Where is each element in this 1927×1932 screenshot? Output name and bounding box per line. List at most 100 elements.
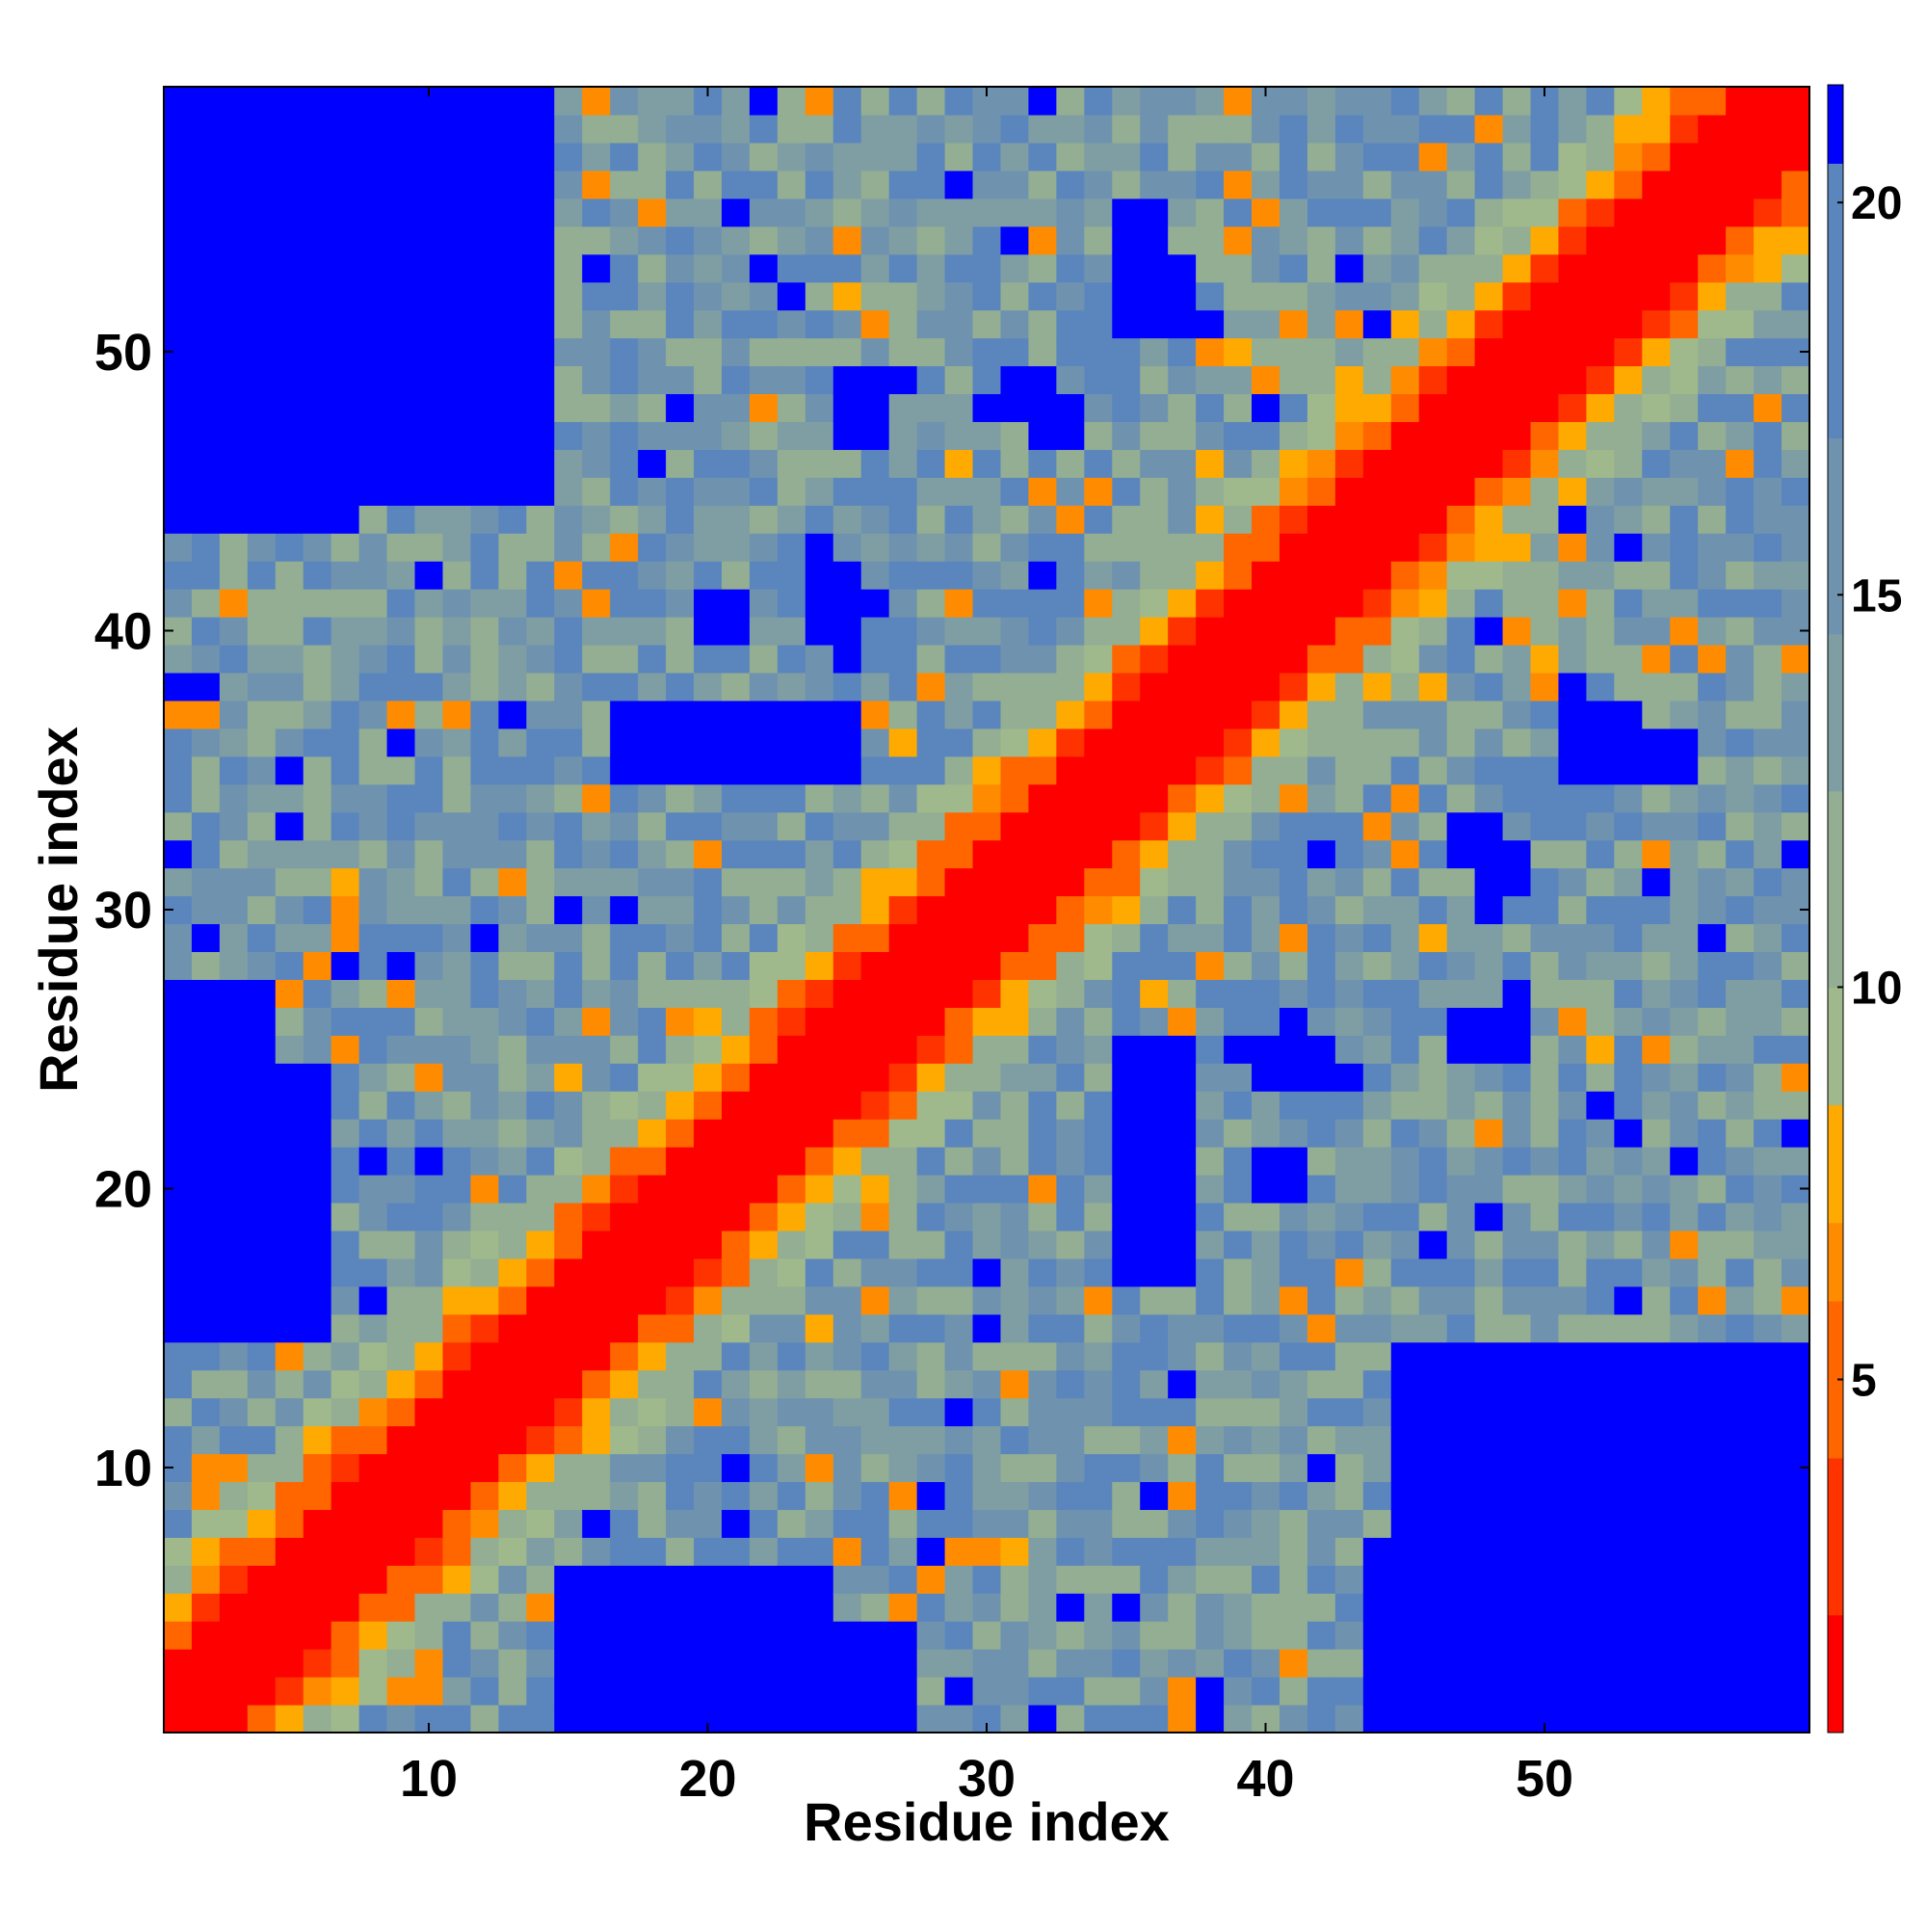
heatmap-cell: [777, 1119, 806, 1148]
heatmap-cell: [1418, 1147, 1448, 1176]
heatmap-cell: [1028, 337, 1057, 367]
heatmap-cell: [1446, 309, 1476, 339]
heatmap-cell: [694, 253, 723, 283]
heatmap-cell: [1698, 421, 1727, 450]
heatmap-cell: [1056, 672, 1085, 701]
heatmap-cell: [1140, 533, 1169, 562]
heatmap-cell: [1196, 337, 1225, 367]
heatmap-cell: [832, 365, 862, 395]
heatmap-cell: [1224, 589, 1253, 618]
heatmap-cell: [944, 1063, 974, 1092]
heatmap-cell: [275, 1257, 304, 1287]
heatmap-cell: [1224, 979, 1253, 1008]
heatmap-cell: [916, 365, 946, 395]
heatmap-cell: [1530, 783, 1560, 813]
heatmap-cell: [944, 365, 974, 395]
heatmap-cell: [498, 1565, 527, 1594]
heatmap-cell: [1168, 170, 1197, 199]
heatmap-cell: [1140, 589, 1169, 618]
heatmap-cell: [1140, 1397, 1169, 1427]
heatmap-cell: [191, 337, 221, 367]
heatmap-cell: [1446, 783, 1476, 813]
heatmap-cell: [1028, 1369, 1057, 1399]
heatmap-cell: [1390, 533, 1420, 562]
heatmap-cell: [1028, 1230, 1057, 1259]
heatmap-cell: [805, 505, 834, 534]
heatmap-cell: [1000, 1481, 1030, 1511]
heatmap-cell: [972, 811, 1002, 841]
heatmap-cell: [386, 1341, 416, 1371]
heatmap-cell: [694, 923, 723, 953]
heatmap-cell: [1196, 421, 1225, 450]
heatmap-cell: [386, 225, 416, 255]
heatmap-cell: [247, 281, 277, 311]
heatmap-cell: [1642, 1649, 1671, 1678]
heatmap-cell: [1307, 1230, 1336, 1259]
heatmap-cell: [526, 1593, 555, 1622]
heatmap-cell: [832, 393, 862, 422]
heatmap-cell: [498, 87, 527, 116]
heatmap-cell: [638, 1453, 667, 1483]
heatmap-cell: [554, 1230, 583, 1259]
heatmap-cell: [442, 672, 472, 701]
heatmap-cell: [1224, 1593, 1253, 1622]
heatmap-cell: [470, 839, 499, 869]
heatmap-cell: [1334, 755, 1364, 785]
heatmap-cell: [303, 617, 332, 646]
heatmap-cell: [1307, 1035, 1336, 1064]
heatmap-cell: [944, 533, 974, 562]
heatmap-cell: [694, 1257, 723, 1287]
heatmap-cell: [526, 644, 555, 674]
heatmap-cell: [386, 281, 416, 311]
heatmap-cell: [1168, 755, 1197, 785]
heatmap-cell: [498, 1509, 527, 1538]
colorbar-segment: [1828, 1222, 1843, 1302]
heatmap-cell: [275, 87, 304, 116]
heatmap-cell: [1754, 839, 1782, 869]
heatmap-cell: [1418, 1649, 1448, 1678]
heatmap-cell: [358, 1509, 388, 1538]
heatmap-cell: [414, 923, 444, 953]
heatmap-cell: [1698, 1453, 1727, 1483]
heatmap-cell: [1754, 1425, 1782, 1455]
heatmap-cell: [470, 783, 499, 813]
heatmap-cell: [721, 142, 751, 172]
heatmap-cell: [1196, 1621, 1225, 1650]
heatmap-cell: [1418, 253, 1448, 283]
heatmap-cell: [219, 337, 249, 367]
heatmap-cell: [1446, 142, 1476, 172]
heatmap-cell: [1112, 253, 1141, 283]
heatmap-cell: [721, 895, 751, 925]
heatmap-cell: [1112, 170, 1141, 199]
heatmap-cell: [832, 1091, 862, 1120]
heatmap-cell: [219, 617, 249, 646]
heatmap-cell: [1362, 617, 1392, 646]
heatmap-cell: [1084, 644, 1113, 674]
heatmap-cell: [1782, 281, 1810, 311]
heatmap-cell: [1446, 1119, 1476, 1148]
heatmap-cell: [498, 225, 527, 255]
heatmap-cell: [1028, 421, 1057, 450]
heatmap-cell: [972, 337, 1002, 367]
heatmap-cell: [1586, 561, 1615, 590]
heatmap-cell: [1390, 449, 1420, 478]
heatmap-cell: [972, 365, 1002, 395]
heatmap-cell: [944, 1119, 974, 1148]
heatmap-cell: [414, 477, 444, 506]
heatmap-cell: [1084, 1481, 1113, 1511]
heatmap-cell: [1112, 449, 1141, 478]
heatmap-cell: [1474, 198, 1504, 227]
heatmap-cell: [749, 309, 779, 339]
heatmap-cell: [191, 1397, 221, 1427]
heatmap-cell: [330, 533, 360, 562]
heatmap-cell: [526, 1621, 555, 1650]
heatmap-cell: [164, 1565, 193, 1594]
heatmap-cell: [358, 1397, 388, 1427]
heatmap-cell: [1196, 1453, 1225, 1483]
heatmap-cell: [749, 365, 779, 395]
heatmap-cell: [1474, 617, 1504, 646]
heatmap-cell: [860, 1509, 890, 1538]
heatmap-cell: [582, 393, 611, 422]
heatmap-cell: [1782, 253, 1810, 283]
heatmap-cell: [1252, 477, 1280, 506]
